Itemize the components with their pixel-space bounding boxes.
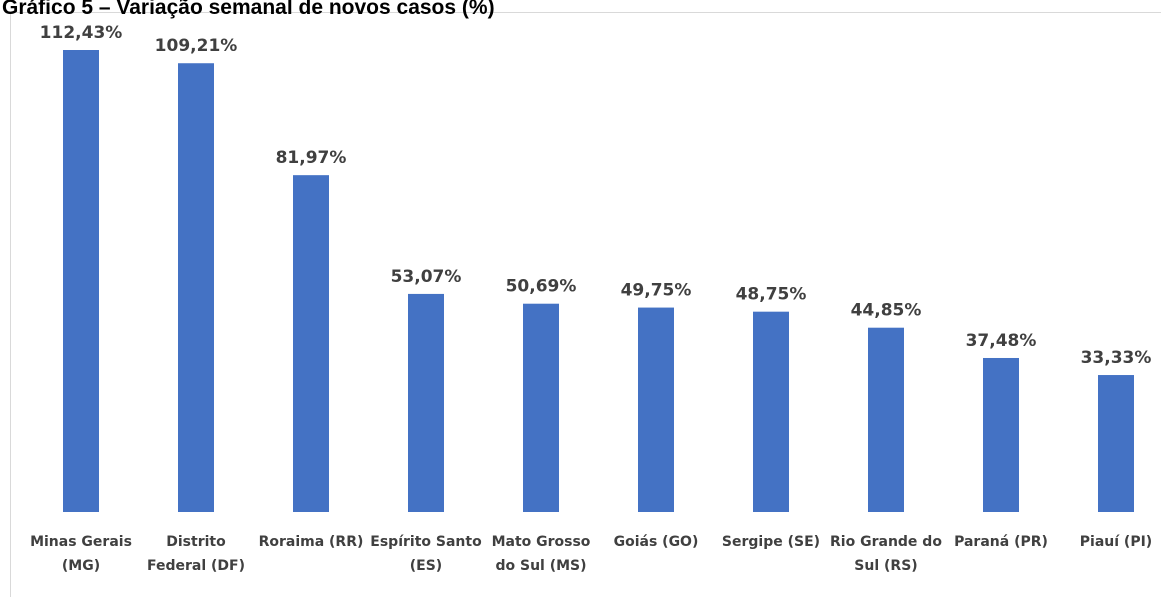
x-tick-label: Distrito Federal (DF) (146, 534, 245, 574)
value-label: 50,69% (506, 277, 577, 297)
x-tick-label: Goiás (GO) (613, 534, 699, 550)
bar (293, 175, 329, 513)
bar (638, 307, 674, 512)
chart-title: Gráfico 5 – Variação semanal de novos ca… (2, 0, 495, 19)
value-label: 81,97% (276, 148, 347, 168)
chart-frame (10, 12, 1161, 597)
bar (523, 303, 559, 512)
value-label: 33,33% (1081, 348, 1152, 368)
value-label: 37,48% (966, 331, 1037, 351)
x-tick-label: Espírito Santo (ES) (370, 534, 482, 574)
value-label: 49,75% (621, 281, 692, 301)
x-tick-label: Rio Grande do Sul (RS) (830, 534, 942, 574)
x-tick-label: Piauí (PI) (1079, 534, 1153, 550)
bar (868, 327, 904, 512)
x-tick-label: Mato Grosso do Sul (MS) (491, 534, 591, 574)
x-tick-label: Minas Gerais (MG) (30, 534, 132, 574)
value-label: 44,85% (851, 301, 922, 321)
value-label: 53,07% (391, 267, 462, 287)
bar (178, 63, 214, 513)
x-tick-label: Sergipe (SE) (721, 534, 821, 550)
value-label: 109,21% (155, 36, 238, 56)
bar (753, 311, 789, 512)
bar (1098, 375, 1134, 512)
value-label: 48,75% (736, 285, 807, 305)
x-tick-label: Roraima (RR) (258, 534, 364, 550)
x-tick-label: Paraná (PR) (954, 534, 1048, 550)
bar (983, 357, 1019, 512)
value-label: 112,43% (40, 23, 123, 43)
bar (408, 293, 444, 512)
bar (63, 50, 99, 512)
